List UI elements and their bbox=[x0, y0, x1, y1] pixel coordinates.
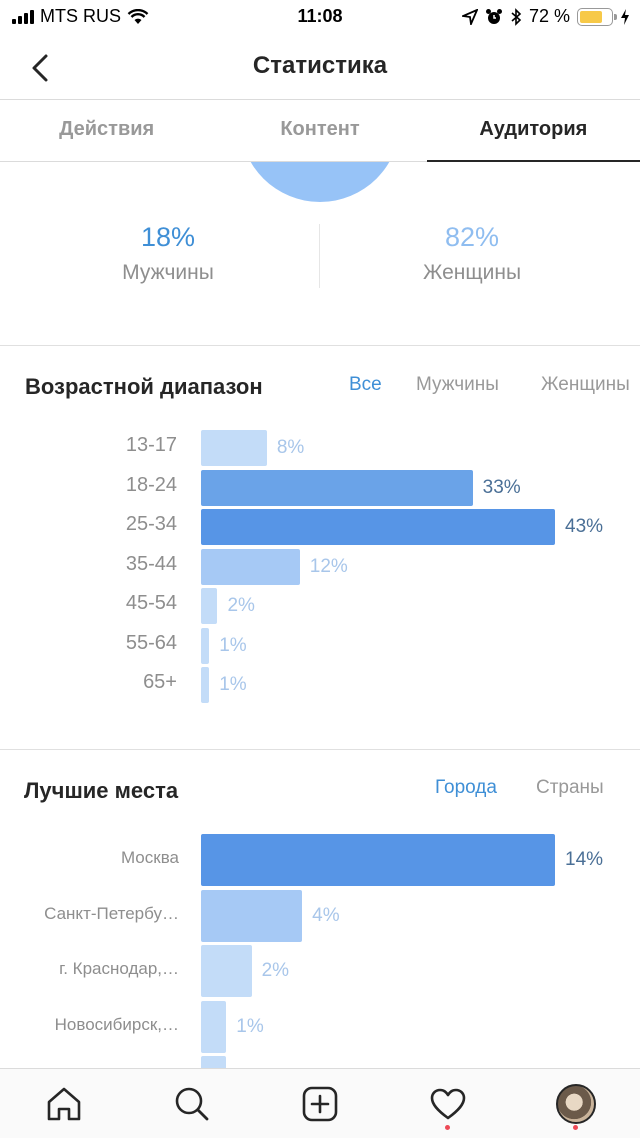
age-label: 35-44 bbox=[125, 552, 177, 575]
profile-avatar bbox=[556, 1083, 596, 1124]
tab-audience[interactable]: Аудитория bbox=[426, 100, 640, 162]
age-value: 2% bbox=[227, 595, 255, 616]
status-left: MTS RUS bbox=[12, 6, 149, 27]
age-value: 43% bbox=[565, 516, 604, 537]
header: Статистика bbox=[0, 34, 640, 100]
battery-icon bbox=[577, 7, 617, 26]
age-value: 1% bbox=[219, 674, 247, 695]
gender-section: 18% Мужчины 82% Женщины bbox=[0, 162, 640, 346]
locations-filter-countries[interactable]: Страны bbox=[536, 777, 604, 798]
age-bar bbox=[201, 509, 555, 545]
profile-notification-dot bbox=[573, 1124, 578, 1130]
charging-icon bbox=[621, 8, 629, 25]
age-label: 65+ bbox=[143, 671, 177, 693]
page-title: Статистика bbox=[252, 52, 388, 79]
location-value: 4% bbox=[312, 904, 340, 926]
age-label: 45-54 bbox=[125, 592, 177, 614]
age-filter-men[interactable]: Мужчины bbox=[416, 374, 499, 395]
location-value: 2% bbox=[261, 960, 290, 981]
age-value: 33% bbox=[482, 476, 521, 498]
location-value: 14% bbox=[565, 849, 604, 870]
location-bar bbox=[201, 889, 303, 942]
alarm-icon bbox=[485, 8, 502, 24]
clock: 11:08 bbox=[297, 6, 343, 26]
gender-men-percent: 18% bbox=[140, 222, 196, 252]
locations-filter-cities[interactable]: Города bbox=[435, 777, 497, 798]
gender-men: 18% Мужчины bbox=[8, 222, 328, 285]
location-label: Санкт-Петербу… bbox=[44, 903, 179, 923]
gender-women-label: Женщины bbox=[422, 261, 522, 284]
back-button[interactable] bbox=[20, 48, 60, 88]
divider bbox=[319, 224, 320, 288]
activity-notification-dot bbox=[445, 1124, 450, 1130]
nav-add-post[interactable] bbox=[290, 1074, 350, 1134]
age-label: 18-24 bbox=[125, 473, 177, 496]
location-arrow-icon bbox=[461, 8, 478, 25]
wifi-icon bbox=[127, 8, 149, 24]
gender-pie-chart bbox=[240, 162, 400, 202]
bluetooth-icon bbox=[511, 7, 522, 26]
location-bar bbox=[201, 834, 555, 886]
age-value: 1% bbox=[219, 634, 247, 656]
battery-fill bbox=[580, 10, 602, 23]
bottom-nav bbox=[0, 1068, 640, 1138]
tab-content[interactable]: Контент bbox=[280, 118, 360, 140]
age-bar bbox=[201, 430, 267, 466]
gender-women: 82% Женщины bbox=[312, 222, 632, 285]
gender-women-percent: 82% bbox=[444, 222, 500, 252]
heart-icon bbox=[430, 1088, 466, 1119]
tab-actions[interactable]: Действия bbox=[59, 118, 155, 140]
age-filter-all[interactable]: Все bbox=[349, 374, 382, 395]
nav-search[interactable] bbox=[162, 1074, 222, 1134]
top-locations-section: Лучшие места Города Страны Москва 14% Санк… bbox=[0, 750, 640, 1070]
age-label: 25-34 bbox=[125, 513, 177, 535]
home-icon bbox=[47, 1087, 81, 1120]
top-locations-title: Лучшие места bbox=[24, 778, 179, 803]
age-bar bbox=[201, 627, 210, 664]
age-bar bbox=[201, 469, 473, 506]
location-label: г. Краснодар,… bbox=[59, 959, 179, 978]
nav-activity[interactable] bbox=[418, 1074, 478, 1134]
age-filter-women[interactable]: Женщины bbox=[541, 374, 630, 395]
battery-percent: 72 % bbox=[528, 6, 570, 26]
age-bar bbox=[201, 667, 210, 703]
status-bar: MTS RUS 11:08 72 % bbox=[0, 0, 640, 34]
age-bar bbox=[201, 588, 218, 624]
age-value: 12% bbox=[309, 555, 348, 577]
age-value: 8% bbox=[276, 437, 305, 458]
age-range-section: Возрастной диапазон Все Мужчины Женщины … bbox=[0, 346, 640, 750]
carrier-name: MTS RUS bbox=[40, 6, 121, 26]
age-range-title: Возрастной диапазон bbox=[25, 374, 263, 399]
age-label: 55-64 bbox=[125, 631, 177, 654]
location-bar bbox=[201, 1056, 227, 1070]
add-post-icon bbox=[302, 1086, 338, 1121]
signal-icon bbox=[12, 9, 34, 24]
chevron-left-icon bbox=[32, 54, 48, 82]
status-right: 72 % bbox=[461, 6, 630, 27]
age-label: 13-17 bbox=[125, 434, 177, 456]
tab-bar: Действия Контент Аудитория bbox=[0, 100, 640, 162]
search-icon bbox=[175, 1087, 209, 1120]
location-label: Москва bbox=[120, 848, 179, 867]
location-label: Новосибирск,… bbox=[54, 1014, 179, 1034]
nav-home[interactable] bbox=[34, 1074, 94, 1134]
location-value: 1% bbox=[236, 1015, 264, 1037]
gender-men-label: Мужчины bbox=[122, 261, 214, 284]
location-bar bbox=[201, 1000, 227, 1053]
location-bar bbox=[201, 945, 252, 997]
nav-profile[interactable] bbox=[546, 1074, 606, 1134]
age-bar bbox=[201, 548, 300, 585]
